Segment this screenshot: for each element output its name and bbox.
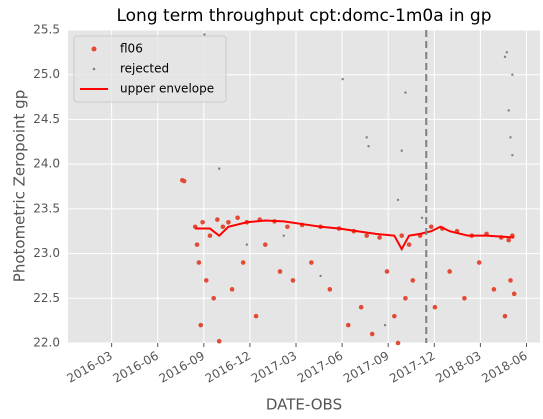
- x-tick-label: 2016-03: [64, 349, 114, 386]
- y-tick-label: 24.0: [33, 157, 60, 171]
- data-point: [505, 51, 509, 54]
- data-point: [196, 260, 202, 265]
- x-tick-label: 2016-06: [111, 349, 161, 386]
- data-point: [327, 287, 333, 292]
- data-point: [277, 269, 283, 274]
- data-point: [476, 260, 482, 265]
- data-point: [428, 224, 434, 230]
- x-tick-label: 2016-12: [203, 349, 253, 386]
- data-point: [367, 145, 370, 148]
- data-point: [432, 304, 438, 310]
- x-tick-label: 2017-03: [249, 349, 299, 386]
- data-point: [403, 295, 408, 301]
- data-point: [226, 219, 231, 225]
- x-tick-label: 2017-06: [295, 349, 345, 386]
- data-point: [207, 233, 213, 238]
- y-tick-label: 25.0: [33, 67, 60, 81]
- envelope-line: [195, 219, 515, 252]
- data-point: [211, 295, 216, 301]
- data-point: [203, 33, 206, 36]
- y-tick-label: 24.5: [33, 112, 60, 126]
- data-point: [216, 338, 222, 344]
- data-point: [384, 269, 390, 274]
- data-point: [511, 73, 514, 76]
- data-point: [200, 219, 205, 225]
- data-point: [400, 149, 403, 152]
- data-point: [511, 154, 514, 157]
- data-point: [447, 269, 452, 274]
- data-point: [282, 234, 285, 237]
- data-point: [217, 167, 221, 170]
- data-point: [290, 278, 296, 283]
- data-point: [369, 331, 375, 337]
- data-point: [491, 287, 497, 292]
- data-point: [511, 291, 517, 297]
- data-point: [203, 278, 209, 283]
- data-point: [235, 215, 240, 221]
- data-point: [507, 109, 510, 112]
- data-point: [358, 304, 364, 310]
- data-point: [410, 278, 416, 283]
- data-point: [404, 91, 407, 94]
- data-point: [198, 322, 204, 328]
- legend-label: upper envelope: [120, 82, 214, 96]
- data-point: [365, 136, 368, 139]
- y-tick-label: 25.5: [33, 23, 60, 37]
- data-point: [462, 295, 467, 301]
- legend-swatch: [91, 46, 97, 52]
- data-point: [215, 217, 220, 222]
- y-tick-label: 23.5: [33, 201, 60, 215]
- data-point: [341, 77, 344, 81]
- data-point: [240, 260, 246, 265]
- data-point: [502, 313, 508, 319]
- legend-swatch: [92, 67, 96, 71]
- data-point: [377, 235, 382, 240]
- data-point: [220, 224, 226, 230]
- x-tick-label: 2017-12: [387, 349, 437, 386]
- data-point: [309, 260, 314, 265]
- data-point: [194, 242, 200, 247]
- data-point: [364, 233, 369, 238]
- legend-label: fl06: [120, 42, 143, 56]
- data-point: [245, 243, 249, 246]
- data-point: [345, 322, 351, 328]
- x-tick-label: 2018-06: [479, 349, 529, 386]
- y-tick-label: 22.0: [33, 336, 60, 350]
- y-tick-label: 23.0: [33, 246, 60, 260]
- data-point: [229, 287, 235, 292]
- y-axis-label: Photometric Zeropoint gp: [11, 90, 29, 282]
- data-point: [396, 198, 400, 202]
- data-point: [285, 224, 290, 230]
- data-point: [253, 313, 259, 319]
- data-point: [503, 55, 507, 59]
- data-point: [399, 233, 405, 238]
- legend-box: [73, 35, 227, 103]
- data-point: [508, 278, 513, 283]
- x-axis-label: DATE-OBS: [266, 396, 342, 414]
- x-tick-label: 2016-09: [157, 349, 207, 386]
- data-point: [395, 340, 401, 346]
- data-point: [262, 242, 268, 247]
- data-point: [506, 237, 511, 243]
- data-point: [406, 242, 412, 247]
- data-point: [392, 313, 397, 319]
- data-point: [181, 178, 187, 184]
- x-tick-label: 2018-03: [433, 349, 483, 386]
- chart-title: Long term throughput cpt:domc-1m0a in gp: [116, 6, 491, 26]
- y-tick-label: 22.5: [33, 291, 60, 305]
- x-tick-label: 2017-09: [341, 349, 391, 386]
- data-point: [420, 216, 424, 219]
- data-point: [383, 323, 387, 327]
- data-point: [509, 136, 512, 139]
- data-point: [319, 274, 322, 278]
- legend-label: rejected: [120, 62, 169, 76]
